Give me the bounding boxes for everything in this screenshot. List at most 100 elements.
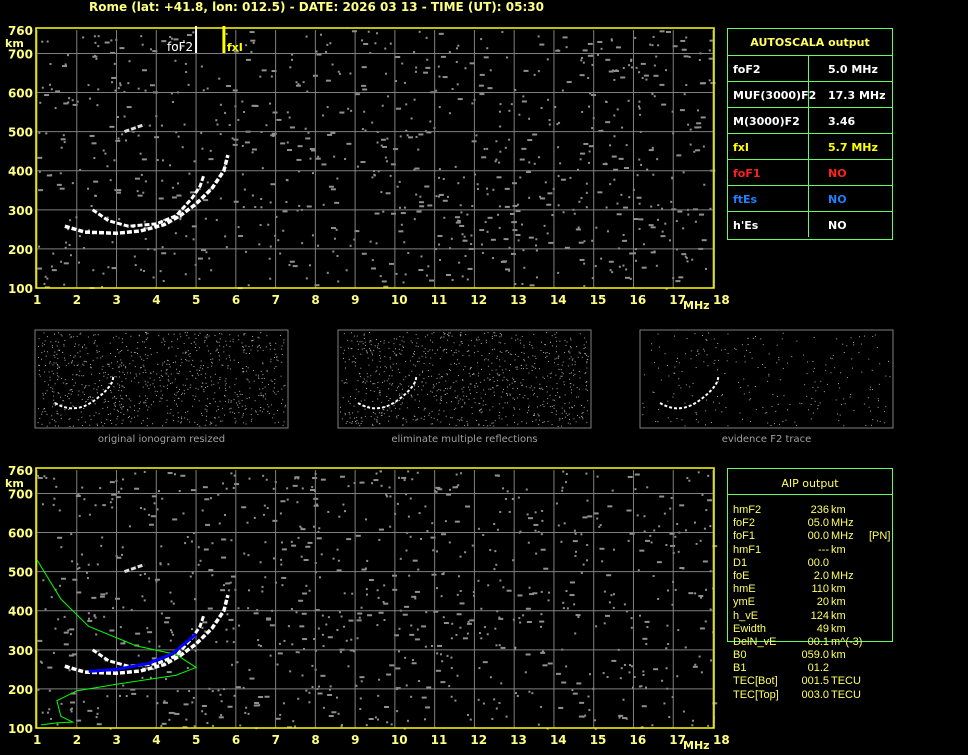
noise-dot <box>259 75 262 78</box>
noise-dot <box>440 397 442 399</box>
noise-dot <box>180 421 182 423</box>
noise-dot <box>156 391 158 393</box>
noise-dot <box>439 358 441 360</box>
noise-dot <box>562 601 565 604</box>
noise-dot <box>556 672 562 675</box>
noise-dot <box>680 387 682 389</box>
noise-dot <box>418 133 424 136</box>
noise-dot <box>282 229 285 232</box>
noise-dot <box>58 376 60 378</box>
noise-dot <box>145 332 147 334</box>
noise-dot <box>431 573 437 576</box>
noise-dot <box>549 406 551 408</box>
noise-dot <box>450 350 452 352</box>
noise-dot <box>76 591 82 594</box>
noise-dot <box>697 109 700 112</box>
noise-dot <box>484 332 486 334</box>
noise-dot <box>396 107 402 110</box>
fxI-marker-label: fxI <box>227 41 243 54</box>
noise-dot <box>160 725 163 728</box>
noise-dot <box>499 150 502 153</box>
noise-dot <box>466 350 468 352</box>
noise-dot <box>237 226 240 229</box>
noise-dot <box>517 496 520 499</box>
noise-dot <box>315 503 318 506</box>
noise-dot <box>81 347 83 349</box>
noise-dot <box>370 340 372 342</box>
noise-dot <box>713 401 715 403</box>
noise-dot <box>638 100 641 103</box>
noise-dot <box>366 380 368 382</box>
noise-dot <box>262 396 264 398</box>
autoscala-output-table: AUTOSCALA output foF2 5.0 MHz MUF(3000)F2… <box>727 28 893 240</box>
noise-dot <box>134 487 140 490</box>
noise-dot <box>171 382 173 384</box>
noise-dot <box>584 347 586 349</box>
noise-dot <box>358 422 360 424</box>
noise-dot <box>437 644 443 647</box>
noise-dot <box>226 640 229 643</box>
noise-dot <box>101 385 103 387</box>
noise-dot <box>48 708 51 711</box>
noise-dot <box>658 409 660 411</box>
noise-dot <box>583 240 586 243</box>
noise-dot <box>144 380 146 382</box>
noise-dot <box>548 353 550 355</box>
noise-dot <box>470 234 473 237</box>
noise-dot <box>83 394 85 396</box>
noise-dot <box>527 541 530 544</box>
noise-dot <box>301 487 304 490</box>
noise-dot <box>75 494 81 497</box>
noise-dot <box>248 346 250 348</box>
noise-dot <box>502 379 504 381</box>
noise-dot <box>160 612 163 615</box>
noise-dot <box>81 398 83 400</box>
noise-dot <box>486 230 489 233</box>
noise-dot <box>81 425 83 427</box>
noise-dot <box>402 613 408 616</box>
noise-dot <box>642 637 648 640</box>
noise-dot <box>653 392 655 394</box>
noise-dot <box>446 348 448 350</box>
noise-dot <box>414 385 416 387</box>
noise-dot <box>627 475 633 478</box>
noise-dot <box>807 361 809 363</box>
noise-dot <box>413 353 415 355</box>
noise-dot <box>811 397 813 399</box>
noise-dot <box>416 210 422 213</box>
noise-dot <box>209 403 211 405</box>
noise-dot <box>320 553 323 556</box>
noise-dot <box>189 387 191 389</box>
noise-dot <box>532 355 534 357</box>
noise-dot <box>325 79 331 82</box>
noise-dot <box>452 486 458 489</box>
noise-dot <box>579 701 585 704</box>
noise-dot <box>358 391 360 393</box>
noise-dot <box>611 155 617 158</box>
noise-dot <box>174 59 177 62</box>
noise-dot <box>468 344 470 346</box>
noise-dot <box>317 627 320 630</box>
noise-dot <box>356 420 358 422</box>
noise-dot <box>259 561 262 564</box>
noise-dot <box>241 405 243 407</box>
noise-dot <box>237 335 239 337</box>
noise-dot <box>156 351 158 353</box>
noise-dot <box>499 125 502 128</box>
noise-dot <box>605 206 608 209</box>
noise-dot <box>563 381 565 383</box>
noise-dot <box>275 393 277 395</box>
autoscala-value: NO <box>828 219 847 232</box>
noise-dot <box>53 373 55 375</box>
noise-dot <box>438 382 440 384</box>
noise-dot <box>70 533 73 536</box>
noise-dot <box>264 541 267 544</box>
y-unit-label: km <box>5 37 24 50</box>
noise-dot <box>351 592 354 595</box>
noise-dot <box>393 405 395 407</box>
noise-dot <box>815 390 817 392</box>
noise-dot <box>183 703 189 706</box>
noise-dot <box>245 352 247 354</box>
noise-dot <box>612 593 615 596</box>
noise-dot <box>578 241 584 244</box>
